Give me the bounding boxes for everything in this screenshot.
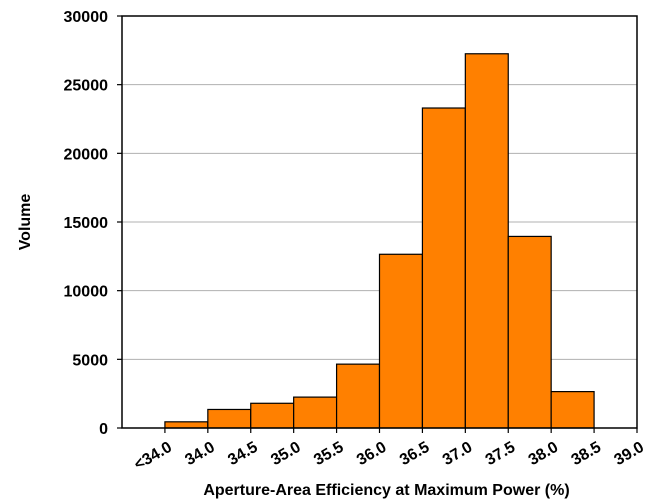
y-tick-label: 15000	[64, 215, 109, 232]
y-tick-label: 25000	[64, 78, 109, 95]
bars	[164, 53, 595, 429]
y-tick-label: 30000	[64, 9, 109, 26]
bar	[550, 391, 595, 429]
x-tick-label: 36.0	[354, 439, 390, 469]
x-tick-label: 37.5	[483, 439, 519, 469]
bar	[164, 421, 209, 429]
x-tick-label: 38.0	[526, 439, 562, 469]
x-tick-label: 35.0	[268, 439, 304, 469]
y-tick-label: 10000	[64, 284, 109, 301]
bar	[421, 107, 466, 429]
y-tick-label: 20000	[64, 146, 109, 163]
y-tick-label: 0	[99, 421, 108, 438]
x-tick-label: 39.0	[612, 439, 648, 469]
bar	[464, 53, 509, 429]
x-tick-label: 36.5	[397, 439, 433, 469]
bar	[378, 253, 424, 429]
bar	[293, 396, 338, 429]
x-tick-label: 34.5	[225, 439, 261, 469]
x-tick-label: 38.5	[569, 439, 605, 469]
x-axis-ticks: <34.0 34.0 34.5 35.0 35.5 36.0 36.5 37.0 37.5 38.…	[131, 428, 647, 474]
x-axis-label: Aperture-Area Efficiency at Maximum Powe…	[203, 482, 569, 499]
x-tick-label: 34.0	[182, 439, 218, 469]
x-tick-label: <34.0	[131, 439, 175, 474]
y-axis-label: Volume	[17, 194, 34, 251]
bar	[507, 235, 552, 429]
x-tick-label: 37.0	[440, 439, 476, 469]
bar	[250, 402, 295, 429]
bar	[335, 363, 381, 429]
y-axis-ticks: 0 5000 10000 15000 20000 25000 30000	[64, 9, 122, 438]
bar	[207, 408, 252, 429]
y-tick-label: 5000	[72, 352, 108, 369]
x-tick-label: 35.5	[311, 439, 347, 469]
